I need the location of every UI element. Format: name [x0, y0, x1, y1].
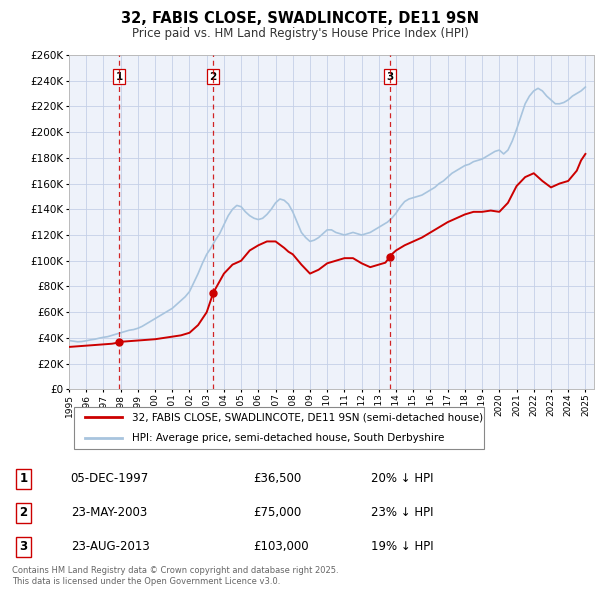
Text: 23-AUG-2013: 23-AUG-2013 — [71, 540, 149, 553]
Text: Price paid vs. HM Land Registry's House Price Index (HPI): Price paid vs. HM Land Registry's House … — [131, 27, 469, 40]
Text: 1: 1 — [20, 472, 28, 486]
Text: £36,500: £36,500 — [253, 472, 301, 486]
Text: HPI: Average price, semi-detached house, South Derbyshire: HPI: Average price, semi-detached house,… — [132, 433, 445, 443]
Text: 23-MAY-2003: 23-MAY-2003 — [71, 506, 147, 519]
FancyBboxPatch shape — [74, 407, 484, 449]
Text: 32, FABIS CLOSE, SWADLINCOTE, DE11 9SN: 32, FABIS CLOSE, SWADLINCOTE, DE11 9SN — [121, 11, 479, 27]
Text: 05-DEC-1997: 05-DEC-1997 — [71, 472, 149, 486]
Text: Contains HM Land Registry data © Crown copyright and database right 2025.
This d: Contains HM Land Registry data © Crown c… — [12, 566, 338, 586]
Text: 3: 3 — [20, 540, 28, 553]
Text: 19% ↓ HPI: 19% ↓ HPI — [371, 540, 433, 553]
Text: £103,000: £103,000 — [253, 540, 308, 553]
Text: 23% ↓ HPI: 23% ↓ HPI — [371, 506, 433, 519]
Text: 20% ↓ HPI: 20% ↓ HPI — [371, 472, 433, 486]
Text: 2: 2 — [20, 506, 28, 519]
Text: 32, FABIS CLOSE, SWADLINCOTE, DE11 9SN (semi-detached house): 32, FABIS CLOSE, SWADLINCOTE, DE11 9SN (… — [132, 412, 483, 422]
Text: £75,000: £75,000 — [253, 506, 301, 519]
Text: 2: 2 — [209, 71, 217, 81]
Text: 1: 1 — [116, 71, 123, 81]
Text: 3: 3 — [386, 71, 394, 81]
